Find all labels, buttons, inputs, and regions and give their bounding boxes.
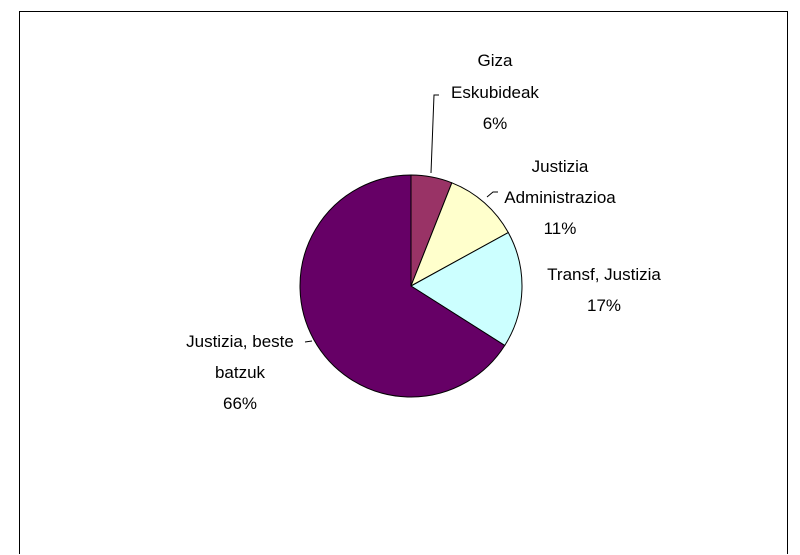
pie-slice-justizia-administrazioa xyxy=(410,182,509,288)
slice-label-giza-line1: Giza xyxy=(478,51,514,70)
pie-slice-transf-justizia xyxy=(410,231,523,347)
slice-label-giza-pct: 6% xyxy=(483,114,508,133)
slice-label-beste-line2: batzuk xyxy=(215,363,266,382)
pie-slices xyxy=(299,174,523,398)
slice-label-administrazioa-line2: Administrazioa xyxy=(504,188,616,207)
slice-label-beste-pct: 66% xyxy=(223,394,257,413)
slice-label-transf-line1: Transf, Justizia xyxy=(547,265,661,284)
chart-frame: Giza Eskubideak 6% Justizia Administrazi… xyxy=(19,11,788,554)
slice-label-beste-line1: Justizia, beste xyxy=(186,332,294,351)
slice-label-administrazioa-line1: Justizia xyxy=(532,157,589,176)
pie-chart: Giza Eskubideak 6% Justizia Administrazi… xyxy=(186,51,661,413)
leader-line-justizia-beste-batzuk xyxy=(304,340,313,343)
leader-line-justizia-administrazioa xyxy=(486,191,498,198)
slice-label-transf-pct: 17% xyxy=(587,296,621,315)
pie-slice-justizia-beste-batzuk xyxy=(299,174,506,398)
slice-label-administrazioa-pct: 11% xyxy=(544,219,577,238)
leader-lines xyxy=(304,94,498,343)
leader-line-giza-eskubideak xyxy=(430,94,439,174)
slice-label-giza-line2: Eskubideak xyxy=(451,83,539,102)
